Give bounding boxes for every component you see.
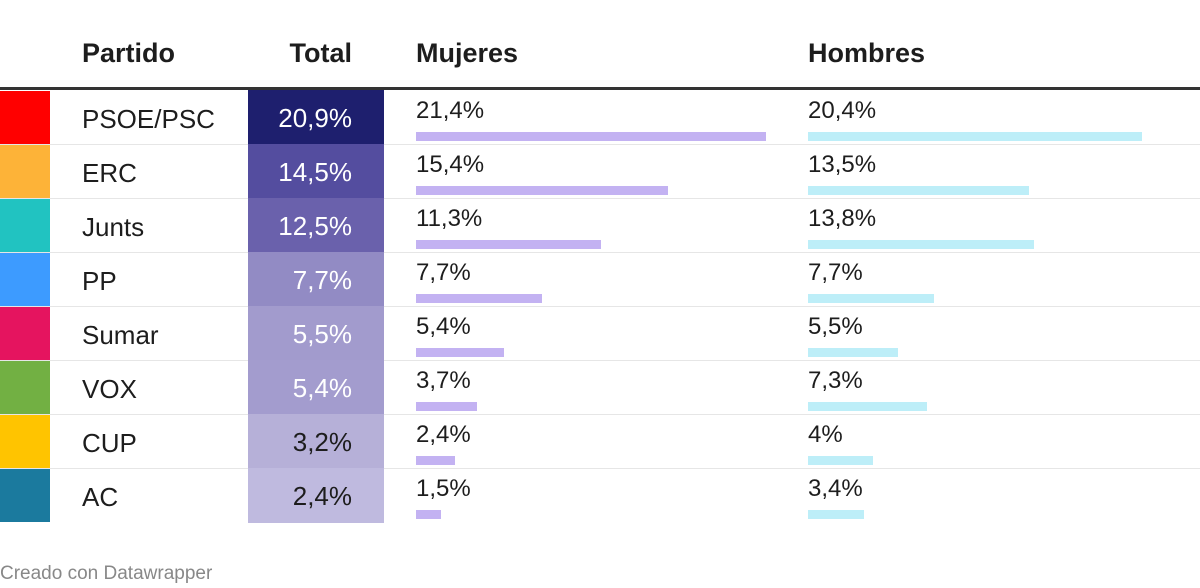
table-row: Sumar 5,5% 5,4% 5,5% xyxy=(0,306,1200,361)
hombres-value: 13,5% xyxy=(808,151,877,178)
hombres-bar xyxy=(808,402,927,411)
mujeres-bar xyxy=(416,132,766,141)
mujeres-bar xyxy=(416,456,455,465)
mujeres-value: 5,4% xyxy=(416,313,471,340)
header-hombres[interactable]: Hombres xyxy=(808,38,926,68)
header-partido[interactable]: Partido xyxy=(82,38,176,68)
table-row: CUP 3,2% 2,4% 4% xyxy=(0,414,1200,469)
hombres-bar xyxy=(808,348,898,357)
party-color-swatch xyxy=(0,415,50,468)
party-name: Junts xyxy=(82,212,145,242)
mujeres-value: 7,7% xyxy=(416,259,471,286)
total-cell: 3,2% xyxy=(248,414,384,469)
total-cell: 5,5% xyxy=(248,306,384,361)
total-value: 5,5% xyxy=(292,319,352,349)
hombres-value: 3,4% xyxy=(808,475,863,502)
table-header: Partido Total Mujeres Hombres xyxy=(0,0,1200,90)
total-cell: 14,5% xyxy=(248,144,384,199)
total-value: 5,4% xyxy=(292,373,352,403)
hombres-value: 7,3% xyxy=(808,367,863,394)
party-name: Sumar xyxy=(82,320,159,350)
party-name: PP xyxy=(82,266,117,296)
party-name: VOX xyxy=(82,374,137,404)
table-row: PP 7,7% 7,7% 7,7% xyxy=(0,252,1200,307)
hombres-value: 7,7% xyxy=(808,259,863,286)
hombres-value: 4% xyxy=(808,421,843,448)
header-mujeres[interactable]: Mujeres xyxy=(416,38,519,68)
hombres-value: 13,8% xyxy=(808,205,877,232)
party-name: ERC xyxy=(82,158,137,188)
hombres-bar xyxy=(808,294,934,303)
header-total[interactable]: Total xyxy=(289,38,353,68)
total-cell: 5,4% xyxy=(248,360,384,415)
total-cell: 7,7% xyxy=(248,252,384,307)
mujeres-value: 2,4% xyxy=(416,421,471,448)
party-color-swatch xyxy=(0,199,50,252)
party-color-swatch xyxy=(0,361,50,414)
party-color-swatch xyxy=(0,469,50,522)
party-name: PSOE/PSC xyxy=(82,104,215,134)
party-name: CUP xyxy=(82,428,137,458)
table-row: PSOE/PSC 20,9% 21,4% 20,4% xyxy=(0,90,1200,145)
mujeres-bar xyxy=(416,294,542,303)
party-color-swatch xyxy=(0,307,50,360)
party-name: AC xyxy=(82,482,119,512)
total-cell: 20,9% xyxy=(248,90,384,145)
mujeres-value: 21,4% xyxy=(416,97,485,124)
hombres-bar xyxy=(808,132,1142,141)
total-value: 3,2% xyxy=(292,427,352,457)
mujeres-value: 11,3% xyxy=(416,205,483,232)
table-row: AC 2,4% 1,5% 3,4% xyxy=(0,468,1200,523)
total-value: 20,9% xyxy=(278,103,352,133)
total-value: 7,7% xyxy=(292,265,352,295)
table-row: Junts 12,5% 11,3% 13,8% xyxy=(0,198,1200,253)
mujeres-bar xyxy=(416,402,477,411)
table-row: VOX 5,4% 3,7% 7,3% xyxy=(0,360,1200,415)
mujeres-bar xyxy=(416,348,504,357)
credit-text[interactable]: Creado con Datawrapper xyxy=(0,563,213,584)
party-color-swatch xyxy=(0,91,50,144)
hombres-value: 20,4% xyxy=(808,97,877,124)
mujeres-value: 1,5% xyxy=(416,475,471,502)
mujeres-bar xyxy=(416,510,441,519)
total-cell: 12,5% xyxy=(248,198,384,253)
hombres-bar xyxy=(808,240,1034,249)
mujeres-value: 15,4% xyxy=(416,151,485,178)
hombres-bar xyxy=(808,456,873,465)
mujeres-value: 3,7% xyxy=(416,367,471,394)
hombres-bar xyxy=(808,510,864,519)
hombres-value: 5,5% xyxy=(808,313,863,340)
total-value: 2,4% xyxy=(292,481,352,511)
party-color-swatch xyxy=(0,145,50,198)
total-cell: 2,4% xyxy=(248,468,384,523)
total-value: 12,5% xyxy=(278,211,352,241)
hombres-bar xyxy=(808,186,1029,195)
mujeres-bar xyxy=(416,240,601,249)
party-color-swatch xyxy=(0,253,50,306)
total-value: 14,5% xyxy=(278,157,352,187)
table-row: ERC 14,5% 15,4% 13,5% xyxy=(0,144,1200,199)
mujeres-bar xyxy=(416,186,668,195)
